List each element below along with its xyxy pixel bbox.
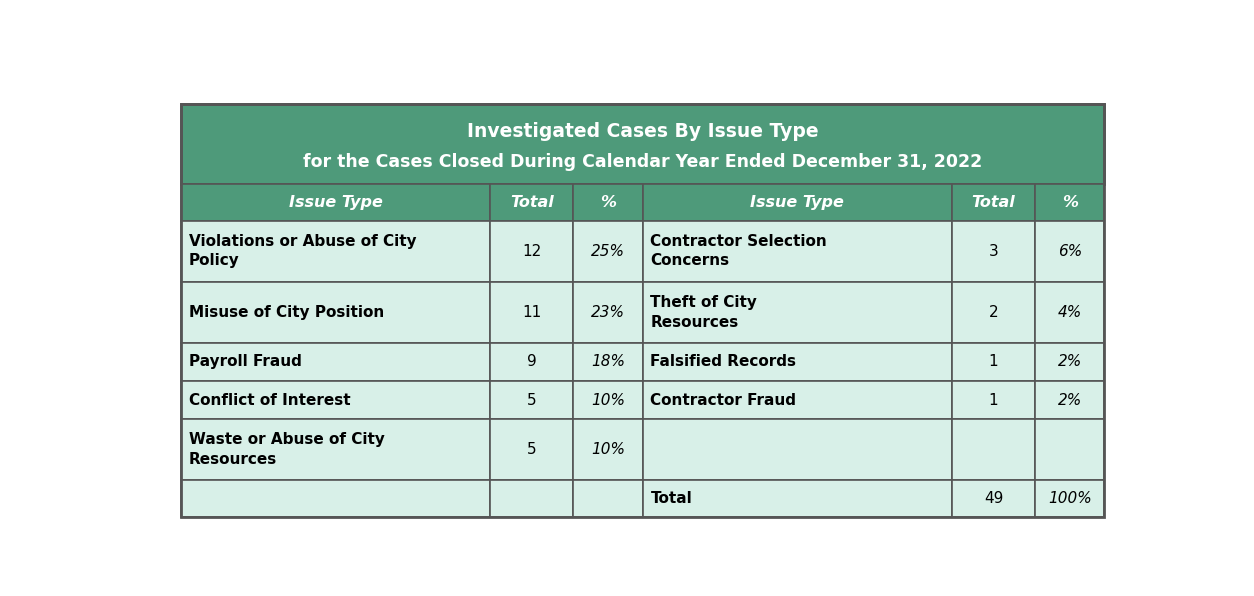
- Text: Theft of City
Resources: Theft of City Resources: [651, 295, 757, 330]
- Text: 1: 1: [988, 355, 998, 370]
- Bar: [573, 381, 642, 419]
- Bar: [181, 221, 490, 282]
- Bar: [952, 381, 1035, 419]
- Text: Payroll Fraud: Payroll Fraud: [189, 355, 302, 370]
- Text: Total: Total: [651, 491, 692, 506]
- Bar: [181, 184, 490, 221]
- Text: 11: 11: [522, 305, 542, 319]
- Bar: [181, 104, 1105, 184]
- Bar: [573, 221, 642, 282]
- Bar: [573, 184, 642, 221]
- Bar: [642, 419, 952, 480]
- Bar: [490, 480, 573, 517]
- Text: Falsified Records: Falsified Records: [651, 355, 796, 370]
- Bar: [490, 419, 573, 480]
- Bar: [952, 343, 1035, 381]
- Bar: [642, 343, 952, 381]
- Text: 49: 49: [984, 491, 1003, 506]
- Text: Issue Type: Issue Type: [750, 195, 844, 210]
- Text: Misuse of City Position: Misuse of City Position: [189, 305, 384, 319]
- Bar: [490, 381, 573, 419]
- Text: 9: 9: [527, 355, 537, 370]
- Text: Total: Total: [510, 195, 554, 210]
- Text: Contractor Fraud: Contractor Fraud: [651, 393, 796, 408]
- Bar: [573, 480, 642, 517]
- Bar: [642, 221, 952, 282]
- Bar: [1035, 480, 1105, 517]
- Text: 2: 2: [988, 305, 998, 319]
- Bar: [952, 419, 1035, 480]
- Text: Contractor Selection
Concerns: Contractor Selection Concerns: [651, 234, 828, 268]
- Bar: [181, 343, 490, 381]
- Bar: [490, 184, 573, 221]
- Bar: [573, 343, 642, 381]
- Text: 5: 5: [527, 393, 537, 408]
- Text: Waste or Abuse of City
Resources: Waste or Abuse of City Resources: [189, 432, 385, 467]
- Bar: [1035, 381, 1105, 419]
- Text: 18%: 18%: [591, 355, 624, 370]
- Bar: [952, 221, 1035, 282]
- Bar: [1035, 343, 1105, 381]
- Bar: [642, 184, 952, 221]
- Text: 5: 5: [527, 442, 537, 457]
- Text: 10%: 10%: [591, 442, 624, 457]
- Bar: [952, 480, 1035, 517]
- Bar: [1035, 184, 1105, 221]
- Text: 1: 1: [988, 393, 998, 408]
- Text: Violations or Abuse of City
Policy: Violations or Abuse of City Policy: [189, 234, 416, 268]
- Bar: [642, 381, 952, 419]
- Text: 12: 12: [522, 244, 542, 259]
- Bar: [490, 282, 573, 343]
- Text: 10%: 10%: [591, 393, 624, 408]
- Text: 3: 3: [988, 244, 998, 259]
- Text: 25%: 25%: [591, 244, 624, 259]
- Text: for the Cases Closed During Calendar Year Ended December 31, 2022: for the Cases Closed During Calendar Yea…: [303, 153, 982, 170]
- Text: 6%: 6%: [1057, 244, 1082, 259]
- Bar: [573, 419, 642, 480]
- Text: 100%: 100%: [1048, 491, 1091, 506]
- Text: Issue Type: Issue Type: [288, 195, 382, 210]
- Bar: [952, 282, 1035, 343]
- Text: 2%: 2%: [1057, 393, 1082, 408]
- Bar: [573, 282, 642, 343]
- Bar: [642, 480, 952, 517]
- Text: Investigated Cases By Issue Type: Investigated Cases By Issue Type: [466, 122, 819, 141]
- Bar: [181, 419, 490, 480]
- Text: Total: Total: [972, 195, 1016, 210]
- Text: 23%: 23%: [591, 305, 624, 319]
- Bar: [181, 282, 490, 343]
- Text: Conflict of Interest: Conflict of Interest: [189, 393, 350, 408]
- Bar: [490, 221, 573, 282]
- Bar: [1035, 221, 1105, 282]
- Bar: [642, 282, 952, 343]
- Text: %: %: [1062, 195, 1077, 210]
- Bar: [1035, 419, 1105, 480]
- Text: 2%: 2%: [1057, 355, 1082, 370]
- Bar: [490, 343, 573, 381]
- Text: %: %: [601, 195, 616, 210]
- Bar: [181, 381, 490, 419]
- Bar: [952, 184, 1035, 221]
- Text: 4%: 4%: [1057, 305, 1082, 319]
- Bar: [1035, 282, 1105, 343]
- Bar: [181, 104, 1105, 517]
- Bar: [181, 480, 490, 517]
